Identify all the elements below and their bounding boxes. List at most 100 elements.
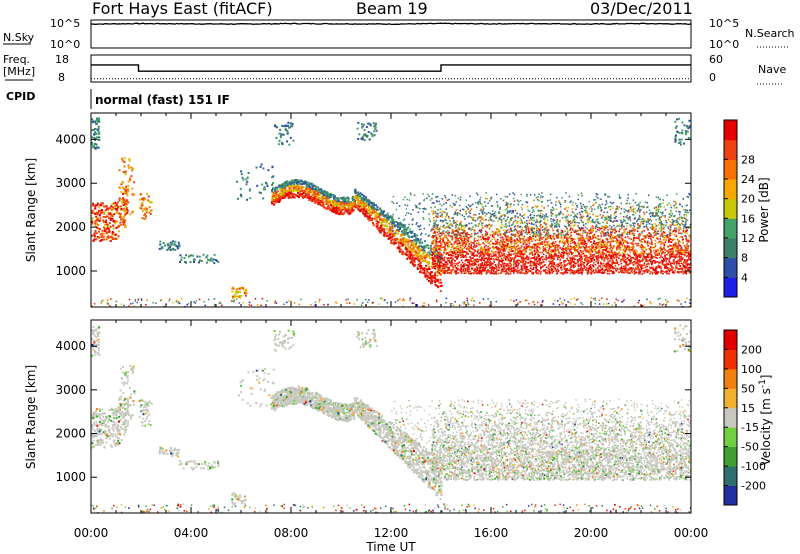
power-cell-2243 [301, 186, 303, 188]
power-cell-1497 [419, 242, 421, 244]
power-cell-454 [287, 132, 289, 134]
power-cell-2597 [541, 243, 543, 245]
power-cell-4020 [506, 208, 508, 210]
power-cell-60 [123, 204, 125, 206]
power-cell-231 [108, 229, 110, 231]
power-cell-3331 [579, 229, 581, 231]
power-cell-502 [683, 143, 685, 145]
power-cell-116 [115, 238, 117, 240]
power-cell-3361 [451, 243, 453, 245]
power-cell-529 [680, 144, 682, 146]
power-cell-523 [688, 120, 690, 122]
power-cell-200 [118, 225, 120, 227]
power-cell-4925 [608, 254, 610, 256]
power-cell-2267 [309, 188, 311, 190]
power-cell-555 [199, 256, 201, 258]
power-cell-4286 [542, 246, 544, 248]
power-cell-4538 [493, 255, 495, 257]
power-cell-361 [98, 126, 100, 128]
power-cell-3209 [645, 247, 647, 249]
power-cell-351 [141, 217, 143, 219]
power-cell-2373 [634, 208, 636, 210]
power-cell-665 [268, 169, 270, 171]
power-cell-3533 [601, 231, 603, 233]
power-cell-4062 [549, 273, 551, 275]
power-cell-1914 [408, 256, 410, 258]
power-cell-3371 [466, 243, 468, 245]
power-cell-423 [283, 134, 285, 136]
power-cell-2282 [355, 196, 357, 198]
power-cell-4348 [585, 260, 587, 262]
power-cell-141 [100, 204, 102, 206]
power-cell-2989 [632, 267, 634, 269]
power-cell-1489 [291, 194, 293, 196]
power-cell-4379 [594, 272, 596, 274]
power-cell-2937 [686, 233, 688, 235]
power-cell-3455 [630, 257, 632, 259]
power-cell-2589 [666, 273, 668, 275]
power-cell-4914 [602, 240, 604, 242]
power-cell-4095 [636, 245, 638, 247]
power-cell-444 [286, 140, 288, 142]
power-cell-3563 [684, 269, 686, 271]
power-cell-4866 [658, 262, 660, 264]
power-cell-4968 [466, 248, 468, 250]
power-cell-567 [211, 260, 213, 262]
power-cell-548 [201, 260, 203, 262]
power-cell-4724 [654, 230, 656, 232]
power-cell-2905 [584, 255, 586, 257]
power-cell-229 [99, 210, 101, 212]
power-cell-4313 [651, 240, 653, 242]
power-cell-348 [147, 199, 149, 201]
power-cell-2153 [364, 215, 366, 217]
power-cell-2257 [297, 181, 299, 183]
power-cell-2736 [583, 216, 585, 218]
power-cell-4577 [674, 256, 676, 258]
power-cell-4705 [646, 249, 648, 251]
power-cell-1843 [341, 210, 343, 212]
power-cell-674 [262, 168, 264, 170]
power-cell-1810 [399, 228, 401, 230]
power-cell-2470 [522, 241, 524, 243]
power-cell-34 [114, 222, 116, 224]
power-cell-4940 [630, 226, 632, 228]
power-cell-4813 [536, 239, 538, 241]
nsky-label: N.Sky [3, 31, 35, 44]
power-cell-4828 [618, 272, 620, 274]
power-cell-3917 [591, 211, 593, 213]
power-cell-2181 [377, 221, 379, 223]
power-cell-2273 [321, 192, 323, 194]
power-cell-2007 [398, 243, 400, 245]
power-cell-202 [104, 230, 106, 232]
power-cell-4279 [597, 238, 599, 240]
power-cell-3005 [655, 255, 657, 257]
power-cell-3287 [532, 254, 534, 256]
power-cell-4318 [557, 268, 559, 270]
power-cell-2262 [273, 192, 275, 194]
power-cell-4832 [455, 250, 457, 252]
power-cell-4185 [452, 244, 454, 246]
power-cell-2686 [465, 254, 467, 256]
power-cell-1865 [418, 252, 420, 254]
power-cell-4230 [514, 257, 516, 259]
power-cell-3855 [470, 216, 472, 218]
power-cell-3820 [457, 238, 459, 240]
power-cell-1729 [325, 201, 327, 203]
power-cell-2036 [421, 272, 423, 274]
power-cell-420 [278, 143, 280, 145]
power-cell-3557 [461, 272, 463, 274]
power-cell-4680 [689, 264, 691, 266]
power-cell-4426 [468, 271, 470, 273]
power-cell-2917 [544, 247, 546, 249]
power-cell-4849 [586, 263, 588, 265]
power-cell-449 [287, 122, 289, 124]
power-cell-4655 [482, 250, 484, 252]
power-cell-3950 [513, 264, 515, 266]
power-cell-1869 [368, 206, 370, 208]
power-cell-534 [687, 126, 689, 128]
power-cell-3450 [485, 253, 487, 255]
power-cell-2229 [312, 186, 314, 188]
power-cell-3015 [571, 235, 573, 237]
power-cell-300 [129, 160, 131, 162]
power-cell-4656 [578, 245, 580, 247]
